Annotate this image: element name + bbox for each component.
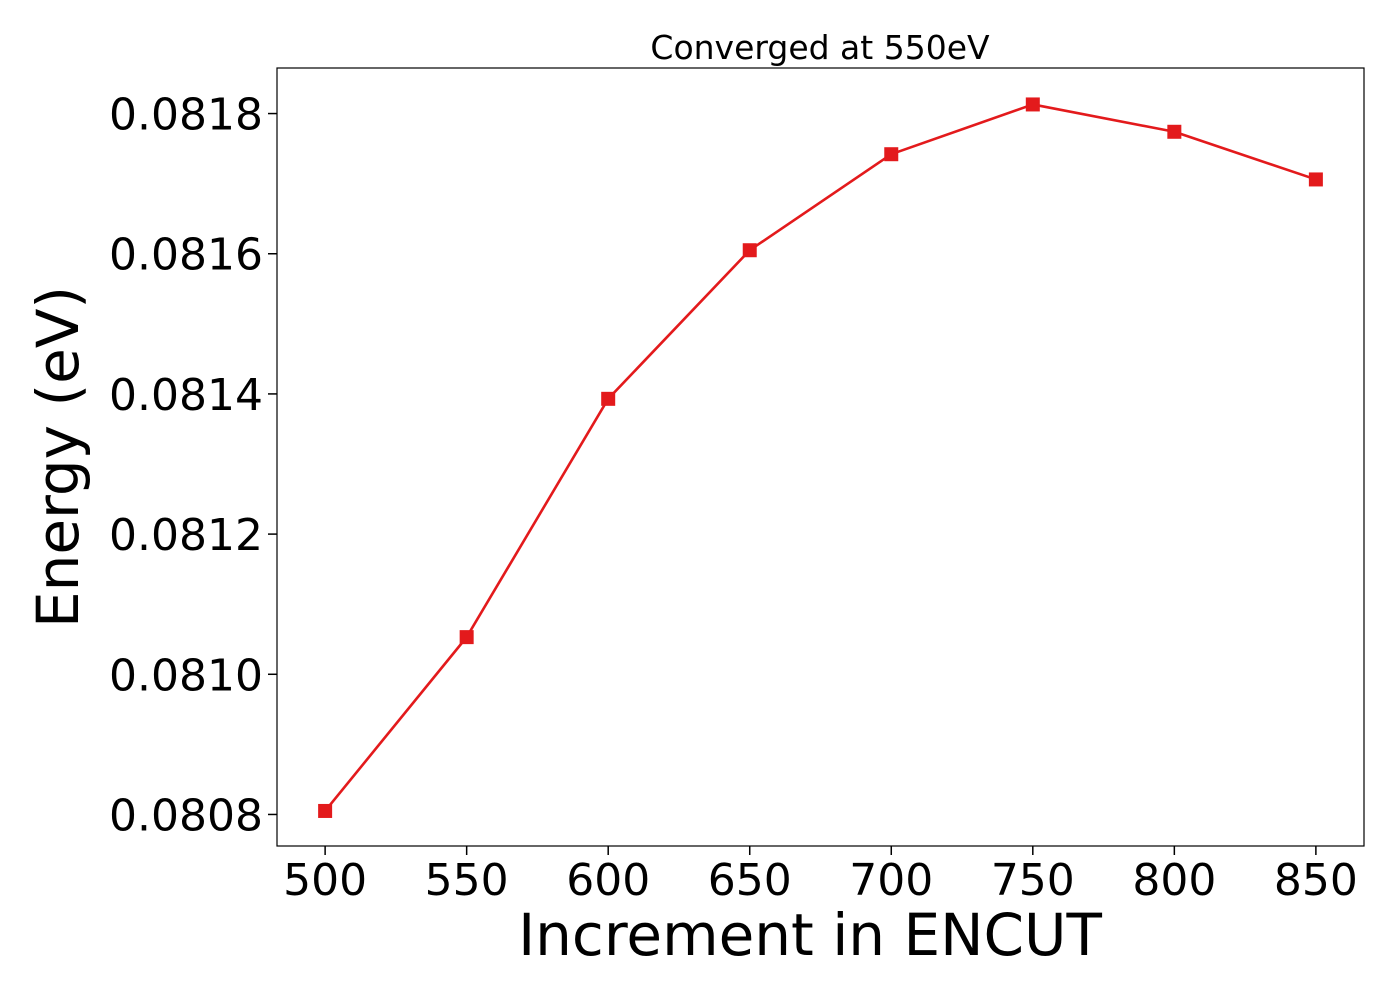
data-point-marker [601,391,616,406]
data-point-marker [884,147,899,162]
series-line [324,103,1317,812]
x-tick-label: 600 [566,855,650,906]
x-tick-label: 700 [849,855,933,906]
x-tick-label: 800 [1132,855,1216,906]
data-point-marker [1025,97,1040,112]
chart-title: Converged at 550eV [650,28,990,67]
plot-frame [276,67,1365,847]
x-axis-label: Increment in ENCUT [518,901,1102,969]
y-axis-label: Energy (eV) [24,286,92,628]
y-tick-label: 0.0812 [109,510,263,561]
x-tick-label: 750 [991,855,1075,906]
y-tick-label: 0.0814 [109,370,263,421]
x-tick-label: 550 [425,855,509,906]
x-tick-label: 850 [1274,855,1358,906]
x-tick-label: 650 [708,855,792,906]
x-axis: 500 550 600 650 700 750 800 850 [283,846,1358,906]
data-point-marker [318,803,333,818]
data-point-marker [1308,172,1323,187]
x-tick-label: 500 [283,855,367,906]
y-tick-label: 0.0810 [109,650,263,701]
data-point-marker [1167,124,1182,139]
series-group [318,97,1323,818]
y-tick-label: 0.0808 [109,790,263,841]
y-tick-label: 0.0816 [109,230,263,281]
y-tick-label: 0.0818 [109,90,263,141]
data-point-marker [459,630,474,645]
data-point-marker [742,243,757,258]
y-axis: 0.0808 0.0810 0.0812 0.0814 0.0816 0.0818 [109,90,277,841]
